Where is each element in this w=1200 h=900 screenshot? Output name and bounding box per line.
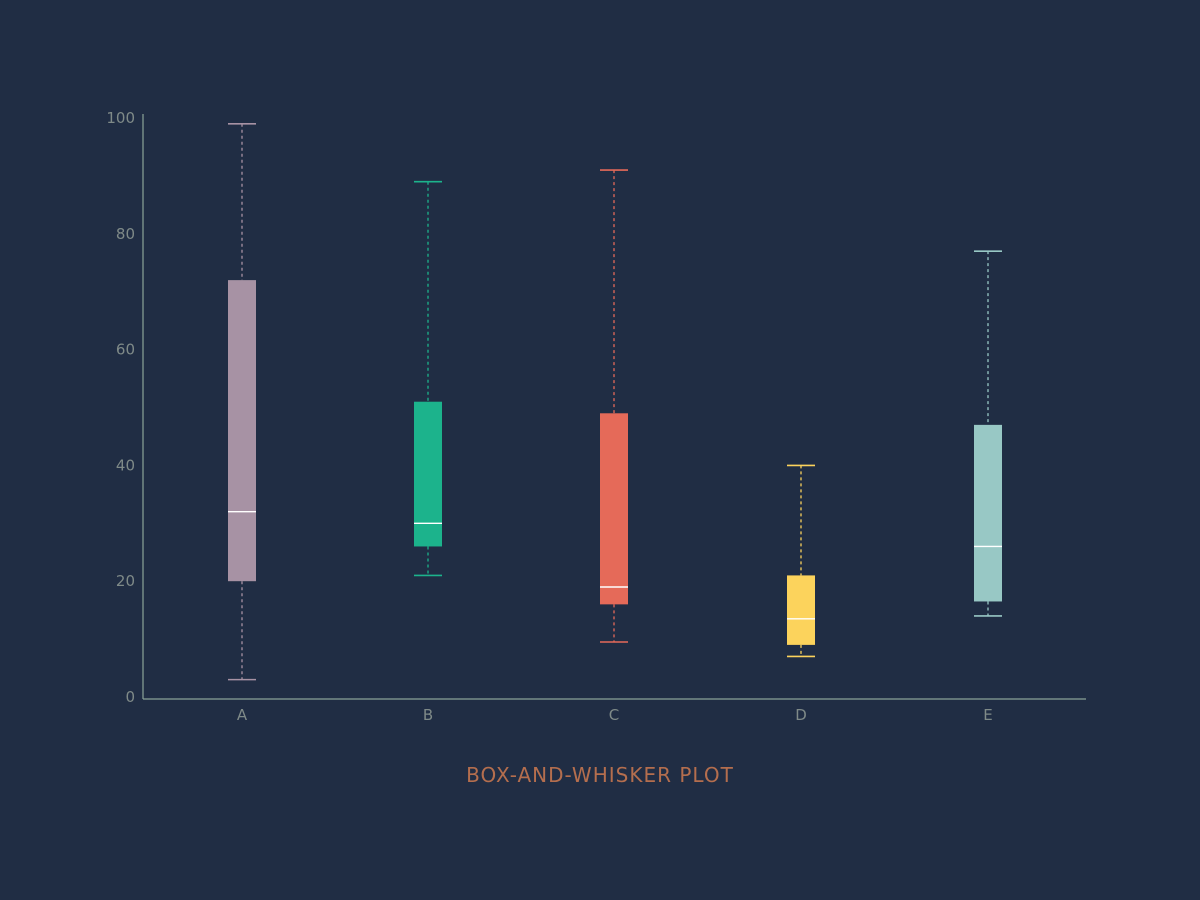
box-c bbox=[600, 169, 628, 643]
y-tick-label: 20 bbox=[116, 572, 135, 590]
iqr-box bbox=[974, 424, 1002, 602]
iqr-box bbox=[414, 401, 442, 547]
box-d bbox=[787, 464, 815, 658]
box-e bbox=[974, 250, 1002, 617]
y-axis: 0 20 40 60 80 100 bbox=[106, 109, 144, 706]
boxes bbox=[228, 122, 1002, 681]
x-tick-label: C bbox=[609, 706, 619, 724]
y-tick-label: 40 bbox=[116, 456, 135, 474]
iqr-box bbox=[228, 280, 256, 582]
iqr-box bbox=[787, 575, 815, 645]
x-tick-label: D bbox=[795, 706, 807, 724]
y-tick-label: 80 bbox=[116, 225, 135, 243]
x-tick-label: A bbox=[237, 706, 248, 724]
y-tick-label: 0 bbox=[125, 688, 135, 706]
y-tick-label: 100 bbox=[106, 109, 135, 127]
y-tick-label: 60 bbox=[116, 341, 135, 359]
x-tick-label: E bbox=[983, 706, 992, 724]
box-a bbox=[228, 122, 256, 681]
x-axis: A B C D E bbox=[143, 698, 1086, 724]
chart-title: BOX-AND-WHISKER PLOT bbox=[466, 763, 734, 787]
x-tick-label: B bbox=[423, 706, 433, 724]
box-b bbox=[414, 180, 442, 577]
iqr-box bbox=[600, 413, 628, 605]
